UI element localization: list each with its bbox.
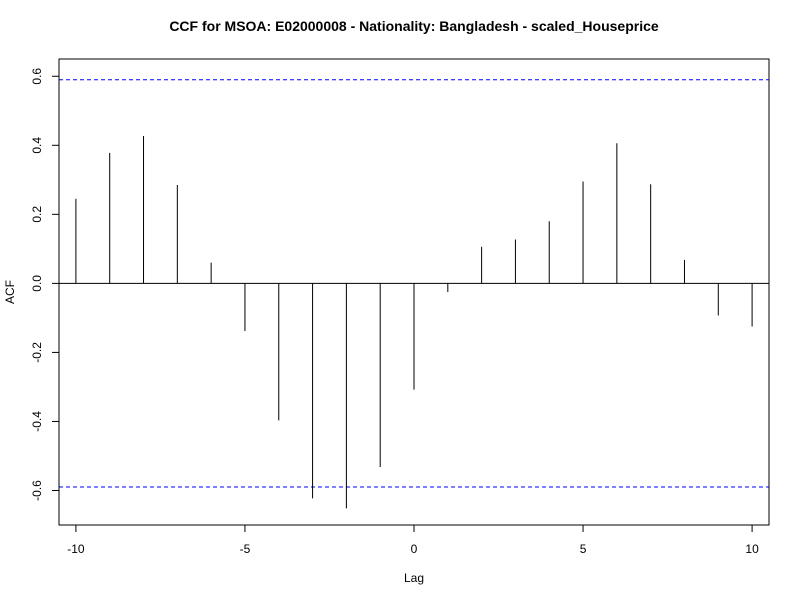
x-tick-label: -5 [240, 542, 251, 556]
x-axis-label: Lag [404, 571, 424, 585]
y-tick-label: 0.4 [30, 137, 44, 154]
y-axis-label: ACF [3, 280, 17, 304]
y-tick-label: -0.6 [30, 480, 44, 501]
x-tick-label: 0 [411, 542, 418, 556]
y-tick-label: -0.2 [30, 342, 44, 363]
y-tick-label: 0.2 [30, 206, 44, 223]
x-tick-label: -10 [67, 542, 85, 556]
x-axis: -10 -5 0 5 10 [67, 524, 759, 556]
x-tick-label: 10 [745, 542, 759, 556]
y-tick-label: 0.0 [30, 275, 44, 292]
chart-title: CCF for MSOA: E02000008 - Nationality: B… [169, 18, 659, 34]
y-axis: -0.6 -0.4 -0.2 0.0 0.2 0.4 0.6 [30, 68, 60, 501]
x-tick-label: 5 [580, 542, 587, 556]
y-tick-label: -0.4 [30, 411, 44, 432]
y-tick-label: 0.6 [30, 68, 44, 85]
